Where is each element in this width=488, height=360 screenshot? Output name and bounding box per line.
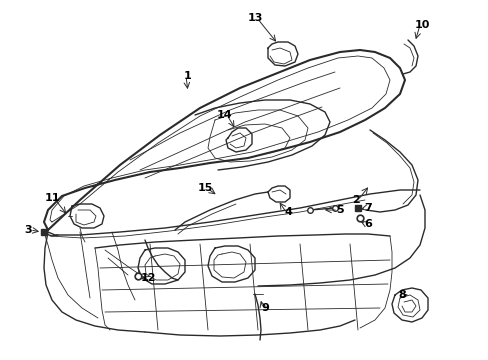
Text: 3: 3 xyxy=(24,225,32,235)
Text: 12: 12 xyxy=(140,273,156,283)
Text: 8: 8 xyxy=(397,290,405,300)
Text: 15: 15 xyxy=(197,183,212,193)
Text: 11: 11 xyxy=(44,193,60,203)
Text: 4: 4 xyxy=(284,207,291,217)
Text: 1: 1 xyxy=(184,71,191,81)
Text: 6: 6 xyxy=(364,219,371,229)
Text: 5: 5 xyxy=(336,205,343,215)
Text: 2: 2 xyxy=(351,195,359,205)
Text: 10: 10 xyxy=(413,20,429,30)
Text: 7: 7 xyxy=(364,203,371,213)
Text: 9: 9 xyxy=(261,303,268,313)
Text: 14: 14 xyxy=(217,110,232,120)
Text: 13: 13 xyxy=(247,13,262,23)
